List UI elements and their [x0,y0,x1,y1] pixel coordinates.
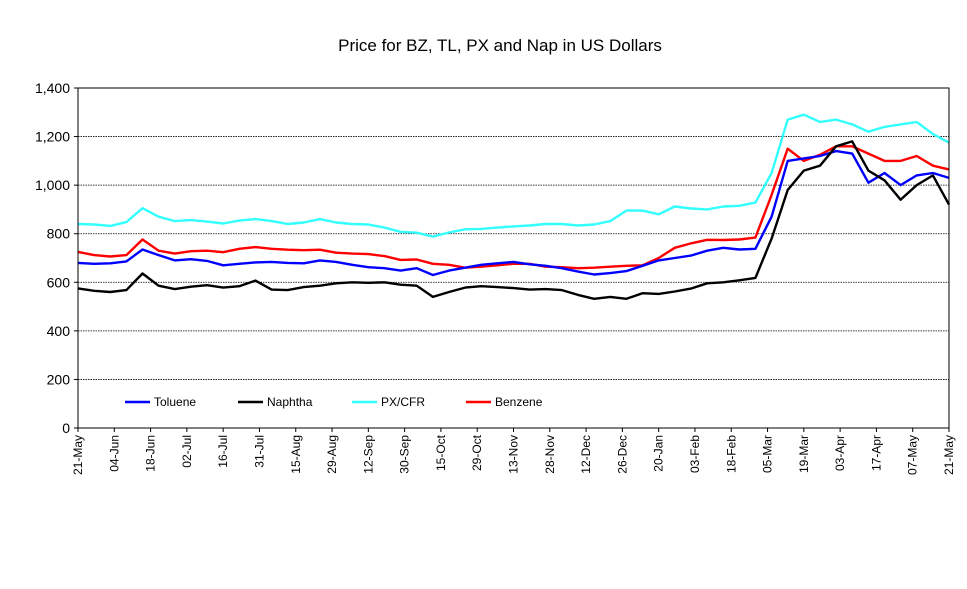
x-tick-label: 29-Oct [470,434,484,471]
x-tick-label: 03-Feb [688,435,702,473]
x-tick-label: 20-Jan [652,435,666,472]
x-tick-label: 15-Oct [434,434,448,471]
x-tick-label: 05-Mar [761,435,775,473]
chart-title: Price for BZ, TL, PX and Nap in US Dolla… [338,36,662,55]
x-tick-label: 28-Nov [543,435,557,474]
x-tick-label: 04-Jun [107,435,121,472]
legend-label: Naphtha [267,395,313,409]
x-tick-label: 29-Aug [325,435,339,474]
x-tick-label: 13-Nov [507,435,521,474]
x-tick-label: 12-Dec [579,435,593,474]
y-tick-label: 0 [62,420,70,436]
legend: Toluene Naphtha PX/CFR Benzene [125,395,543,409]
x-tick-label: 02-Jul [180,435,194,468]
legend-label: Benzene [495,395,543,409]
x-tick-label: 19-Mar [797,435,811,473]
x-tick-label: 03-Apr [833,435,847,471]
grid-lines [78,136,949,380]
x-tick-label: 21-May [942,435,956,475]
series-lines [77,113,951,300]
x-tick-label: 30-Sep [398,435,412,474]
y-tick-label: 1,000 [35,177,70,193]
series-line-naphtha [77,140,951,300]
x-tick-label: 21-May [71,435,85,475]
x-tick-label: 18-Feb [724,435,738,473]
y-tick-label: 600 [47,274,71,290]
x-tick-label: 26-Dec [615,435,629,474]
y-tick-label: 800 [47,226,71,242]
plot-area-border [77,87,950,429]
x-tick-label: 07-May [906,435,920,475]
y-tick-label: 1,400 [35,80,70,96]
legend-label: Toluene [154,395,196,409]
x-tick-label: 31-Jul [252,435,266,468]
y-tick-label: 1,200 [35,129,70,145]
series-line-toluene [77,149,950,277]
y-tick-label: 400 [47,323,71,339]
x-tick-label: 16-Jul [216,435,230,468]
x-tick-label: 12-Sep [361,435,375,474]
series-line-px-cfr [77,113,950,238]
x-tick-label: 18-Jun [144,435,158,472]
x-axis: 21-May 04-Jun 18-Jun 02-Jul 16-Jul 31-Jul 15-A… [71,428,956,475]
series-line-benzene [77,145,950,270]
x-tick-label: 17-Apr [869,435,883,471]
y-tick-label: 200 [47,371,71,387]
y-axis: 0 200 400 600 800 1,000 1,200 1,400 [35,80,78,436]
legend-label: PX/CFR [381,395,425,409]
x-tick-label: 15-Aug [289,435,303,474]
